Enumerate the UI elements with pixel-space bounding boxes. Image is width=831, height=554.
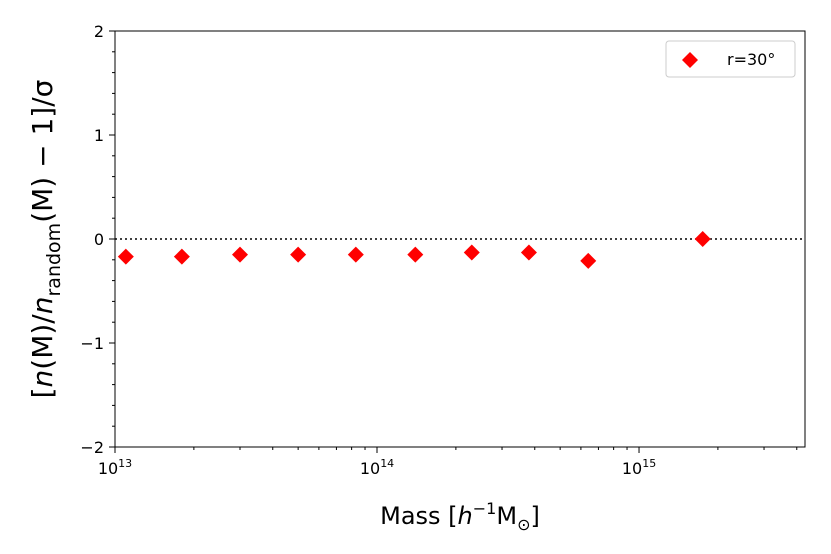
x-axis-ticks: 1013 1014 1015	[98, 447, 798, 478]
x-tick-label: 1015	[622, 457, 656, 478]
data-point-diamond	[232, 246, 249, 263]
data-point-diamond	[694, 231, 711, 247]
y-tick-label: 2	[94, 22, 104, 41]
legend-box	[665, 40, 796, 78]
data-point-diamond	[117, 248, 134, 265]
y-tick-label: −1	[80, 334, 104, 353]
y-tick-label: 0	[94, 230, 104, 249]
data-point-diamond	[520, 244, 537, 261]
data-point-diamond	[173, 248, 190, 265]
x-tick-label: 1013	[98, 457, 132, 478]
y-axis-label: [n(M)/nrandom(M) − 1]/σ	[26, 80, 65, 399]
data-point-diamond	[347, 246, 364, 263]
legend-label: r=30°	[727, 50, 775, 69]
data-points	[117, 231, 711, 269]
data-point-diamond	[463, 244, 480, 261]
y-axis-ticks: 2 1 0 −1 −2	[80, 22, 115, 457]
x-axis-label: Mass [h−1M⊙]	[380, 499, 540, 534]
y-tick-label: 1	[94, 126, 104, 145]
data-point-diamond	[407, 246, 424, 263]
data-point-diamond	[580, 252, 597, 269]
x-tick-label: 1014	[360, 457, 394, 478]
y-tick-label: −2	[80, 438, 104, 457]
data-point-diamond	[290, 246, 307, 263]
legend: r=30°	[665, 40, 796, 78]
legend-marker-diamond	[682, 52, 698, 68]
